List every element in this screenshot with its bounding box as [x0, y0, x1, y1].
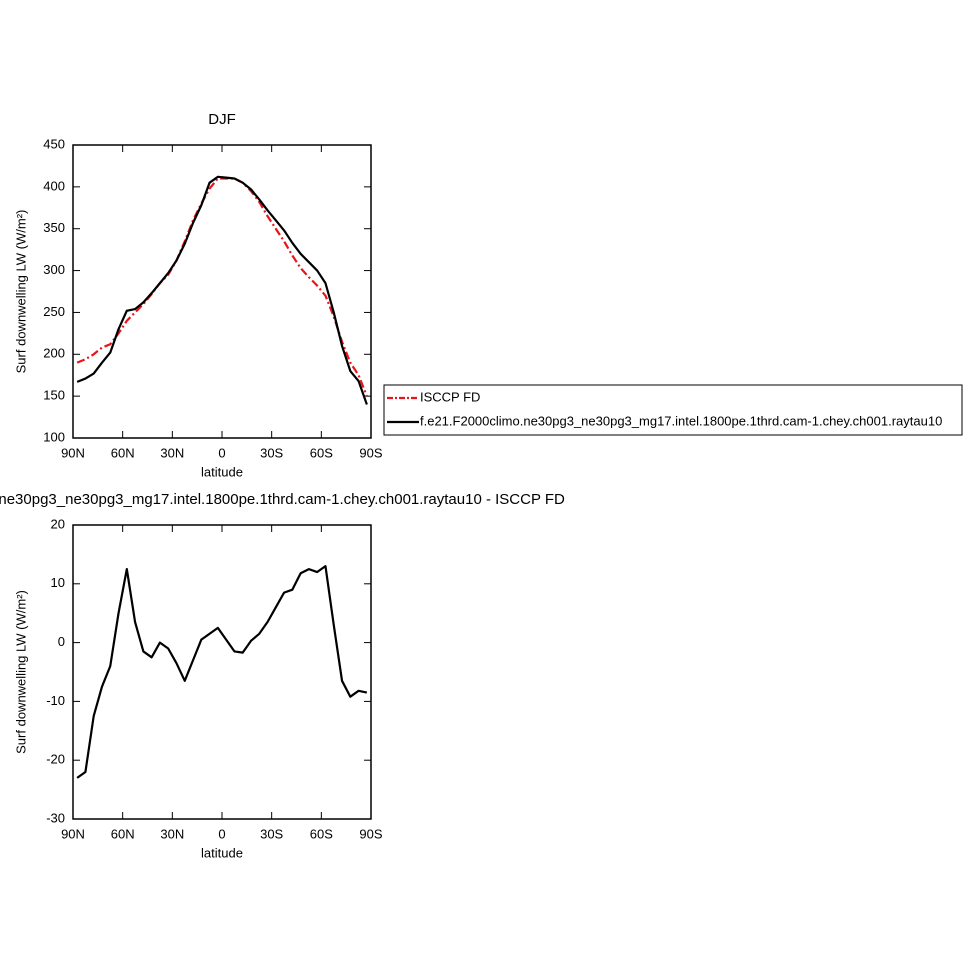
y-tick-label: 300: [43, 262, 65, 277]
data-line: [76, 565, 368, 779]
y-axis-label: Surf downwelling LW (W/m²): [13, 210, 28, 374]
data-line: [76, 175, 368, 405]
legend-box: [383, 384, 963, 436]
x-axis-label: latitude: [201, 464, 243, 479]
y-tick-label: 400: [43, 178, 65, 193]
x-tick-label: 90S: [359, 826, 382, 841]
legend-label: f.e21.F2000climo.ne30pg3_ne30pg3_mg17.in…: [420, 413, 942, 428]
x-tick-label: 30S: [260, 826, 283, 841]
x-tick-label: 30S: [260, 445, 283, 460]
plot-frame: [72, 524, 372, 820]
plot-frame: [72, 144, 372, 439]
y-tick-label: 450: [43, 136, 65, 151]
data-line: [76, 177, 368, 397]
y-tick-label: 10: [51, 575, 65, 590]
y-tick-label: -10: [46, 693, 65, 708]
y-tick-label: 350: [43, 220, 65, 235]
chart-title: f.e21.F2000climo.ne30pg3_ne30pg3_mg17.in…: [0, 491, 565, 508]
x-tick-label: 30N: [160, 826, 184, 841]
x-tick-label: 60S: [310, 445, 333, 460]
x-tick-label: 60N: [111, 445, 135, 460]
y-tick-label: -20: [46, 752, 65, 767]
x-tick-label: 90N: [61, 826, 85, 841]
y-tick-label: 100: [43, 429, 65, 444]
x-tick-label: 90N: [61, 445, 85, 460]
y-tick-label: 150: [43, 388, 65, 403]
x-tick-label: 60N: [111, 826, 135, 841]
x-tick-label: 90S: [359, 445, 382, 460]
y-tick-label: 0: [58, 634, 65, 649]
x-tick-label: 0: [218, 826, 225, 841]
legend-label: ISCCP FD: [420, 389, 480, 404]
y-tick-label: 20: [51, 516, 65, 531]
y-tick-label: -30: [46, 810, 65, 825]
y-tick-label: 250: [43, 304, 65, 319]
y-axis-label: Surf downwelling LW (W/m²): [13, 590, 28, 754]
chart-title: DJF: [208, 111, 236, 128]
x-tick-label: 60S: [310, 826, 333, 841]
x-tick-label: 0: [218, 445, 225, 460]
y-tick-label: 200: [43, 346, 65, 361]
x-axis-label: latitude: [201, 845, 243, 860]
x-tick-label: 30N: [160, 445, 184, 460]
